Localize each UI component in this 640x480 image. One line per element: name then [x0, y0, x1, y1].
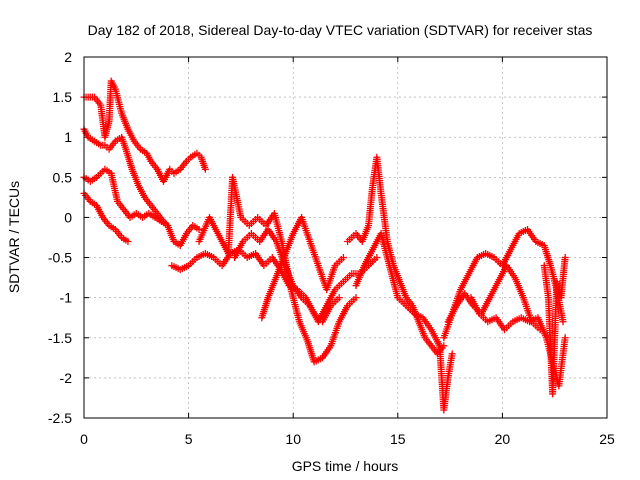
x-tick-label: 10: [285, 431, 301, 447]
y-tick-label: -0.5: [48, 250, 72, 266]
data-point: [339, 254, 347, 262]
y-tick-label: -1.5: [48, 330, 72, 346]
data-points: [80, 77, 569, 414]
plot-frame: [83, 56, 608, 419]
data-point: [164, 221, 172, 229]
grid-lines: [84, 57, 607, 418]
x-tick-label: 15: [390, 431, 406, 447]
data-point: [561, 334, 569, 342]
data-point: [335, 294, 343, 302]
data-point: [561, 254, 569, 262]
data-point: [124, 238, 132, 246]
data-point: [448, 350, 456, 358]
axis-ticks: 0 5 10 15 20 25 -2.5 -2 -1.5 -1 -0.5 0 0.5 1 1.5 2: [48, 49, 615, 447]
x-tick-label: 25: [599, 431, 615, 447]
data-point: [352, 294, 360, 302]
series-track-b: [80, 125, 203, 250]
y-tick-label: -1: [60, 290, 73, 306]
y-tick-label: 0.5: [53, 169, 73, 185]
x-tick-label: 0: [80, 431, 88, 447]
y-tick-label: 1.5: [53, 89, 73, 105]
data-point: [373, 254, 381, 262]
y-tick-label: -2: [60, 370, 73, 386]
series-track-a: [80, 77, 209, 185]
data-point: [559, 318, 567, 326]
x-tick-label: 20: [495, 431, 511, 447]
x-tick-label: 5: [185, 431, 193, 447]
chart-title: Day 182 of 2018, Sidereal Day-to-day VTE…: [88, 22, 593, 38]
series-track-h: [258, 213, 347, 322]
y-tick-label: -2.5: [48, 410, 72, 426]
series-track-j: [352, 229, 456, 414]
series-track-i: [344, 153, 448, 358]
data-point: [201, 165, 209, 173]
series-track-n: [540, 254, 569, 398]
y-tick-label: 2: [64, 49, 72, 65]
y-tick-label: 0: [64, 209, 72, 225]
data-point: [195, 225, 203, 233]
y-axis-label: SDTVAR / TECUs: [6, 181, 22, 293]
y-tick-label: 1: [64, 129, 72, 145]
x-axis-label: GPS time / hours: [292, 458, 399, 474]
